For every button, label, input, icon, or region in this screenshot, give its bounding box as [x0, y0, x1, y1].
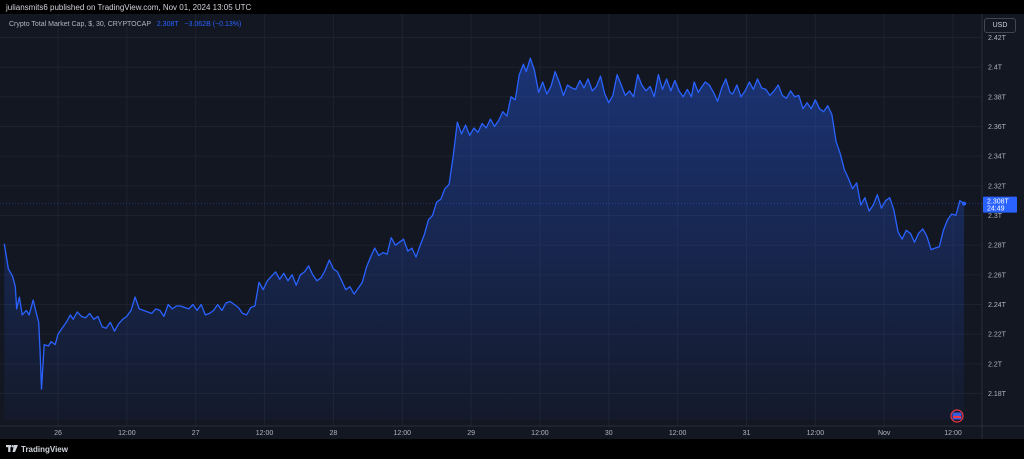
tradingview-logo-icon[interactable]	[6, 444, 18, 454]
chart-area[interactable]	[0, 14, 1024, 439]
legend-change: −3.062B (−0.13%)	[184, 21, 242, 28]
legend-symbol[interactable]: Crypto Total Market Cap, $, 30, CRYPTOCA…	[9, 21, 151, 28]
legend-value: 2.308T	[156, 21, 179, 28]
footer-brand[interactable]: TradingView	[21, 445, 68, 454]
publisher-bar: juliansmits6 published on TradingView.co…	[0, 0, 1024, 14]
footer-bar: TradingView	[0, 439, 1024, 459]
currency-button[interactable]: USD	[984, 18, 1016, 33]
publisher-text: juliansmits6 published on TradingView.co…	[6, 3, 252, 12]
chart-legend: Crypto Total Market Cap, $, 30, CRYPTOCA…	[9, 21, 241, 28]
